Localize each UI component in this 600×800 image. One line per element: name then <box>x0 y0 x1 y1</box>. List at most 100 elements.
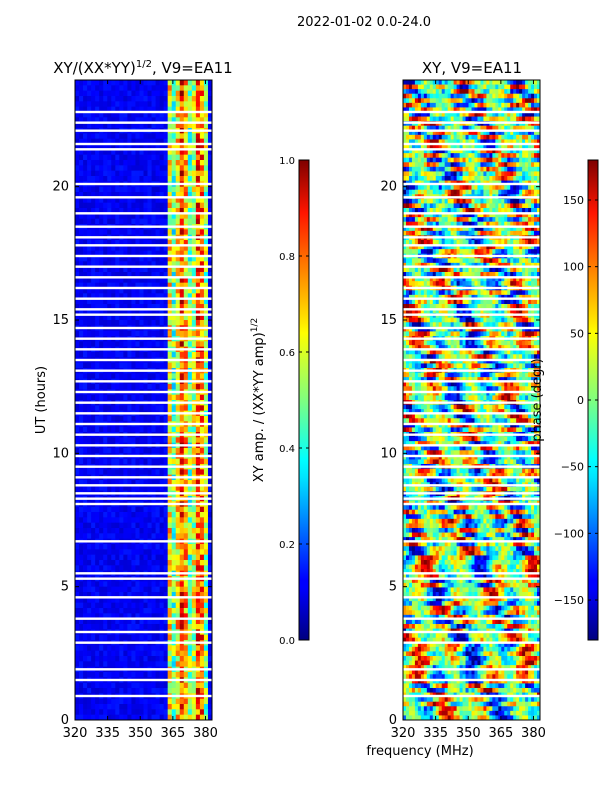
phase-cell <box>492 134 496 140</box>
amplitude-cell <box>115 485 120 492</box>
amplitude-cell <box>175 522 181 529</box>
amplitude-cell <box>115 149 120 156</box>
amplitude-cell <box>107 256 112 262</box>
amplitude-cell <box>123 298 128 305</box>
amplitude-cell <box>91 384 96 390</box>
amplitude-cell <box>111 592 116 598</box>
phase-cell <box>519 89 523 95</box>
amplitude-cell <box>155 544 161 550</box>
amplitude-cell <box>135 277 140 284</box>
amplitude-cell <box>99 458 104 465</box>
amplitude-cell <box>171 165 177 172</box>
phase-cell <box>417 139 422 145</box>
amplitude-cell <box>131 672 136 678</box>
amplitude-cell <box>191 533 197 540</box>
amplitude-cell <box>91 170 96 177</box>
amplitude-cell <box>179 373 185 380</box>
amplitude-cell <box>83 554 88 561</box>
amplitude-cell <box>199 554 205 561</box>
amplitude-cell <box>83 208 88 214</box>
amplitude-cell <box>75 101 80 108</box>
amplitude-cell <box>199 304 205 310</box>
amplitude-cell <box>171 565 177 572</box>
amplitude-cell <box>199 85 205 92</box>
phase-cell <box>474 102 478 108</box>
amplitude-cell <box>111 384 116 390</box>
amplitude-cell <box>199 250 205 257</box>
phase-cell <box>450 153 455 159</box>
phase-cell <box>450 98 455 104</box>
amplitude-cell <box>159 426 165 433</box>
phase-cell <box>414 107 419 113</box>
amplitude-cell <box>111 282 116 289</box>
amplitude-cell <box>195 293 201 300</box>
phase-cell <box>483 102 487 108</box>
phase-cell <box>534 139 538 145</box>
amplitude-cell <box>75 245 80 252</box>
phase-cell <box>486 102 490 108</box>
amplitude-cell <box>195 517 201 524</box>
amplitude-cell <box>199 485 205 492</box>
phase-cell <box>429 112 434 117</box>
phase-cell <box>516 130 520 136</box>
amplitude-cell <box>167 112 173 118</box>
phase-cell <box>411 130 416 136</box>
amplitude-cell <box>199 170 205 177</box>
amplitude-cell <box>171 704 177 710</box>
phase-cell <box>432 153 437 159</box>
amplitude-cell <box>131 133 136 140</box>
amplitude-cell <box>207 560 212 566</box>
amplitude-cell <box>151 624 156 630</box>
amplitude-cell <box>175 485 181 492</box>
amplitude-cell <box>167 229 173 236</box>
amplitude-cell <box>95 592 100 598</box>
amplitude-cell <box>83 613 88 620</box>
amplitude-cell <box>179 688 185 694</box>
amplitude-cell <box>103 256 108 262</box>
phase-cell <box>465 84 469 90</box>
flagged-gap <box>75 276 212 279</box>
phase-cell <box>531 130 535 136</box>
phase-cell <box>447 144 452 149</box>
amplitude-cell <box>171 586 177 593</box>
phase-cell <box>537 84 540 90</box>
phase-cell <box>411 93 416 99</box>
phase-cell <box>492 153 496 159</box>
amplitude-cell <box>199 613 205 620</box>
amplitude-cell <box>175 656 181 662</box>
amplitude-cell <box>127 112 132 118</box>
phase-cell <box>468 153 472 159</box>
amplitude-cell <box>163 341 169 348</box>
amplitude-cell <box>111 256 116 262</box>
phase-cell <box>513 112 517 117</box>
amplitude-cell <box>115 650 120 657</box>
amplitude-cell <box>171 634 177 641</box>
phase-cell <box>414 102 419 108</box>
flagged-gap <box>75 641 212 644</box>
amplitude-cell <box>191 592 197 598</box>
amplitude-cell <box>135 384 140 390</box>
amplitude-cell <box>103 634 108 641</box>
amplitude-cell <box>207 709 212 716</box>
amplitude-cell <box>147 554 152 561</box>
phase-cell <box>486 134 490 140</box>
amplitude-cell <box>75 90 80 97</box>
amplitude-cell <box>91 437 96 444</box>
amplitude-cell <box>147 144 152 150</box>
phase-cell <box>408 116 413 122</box>
amplitude-cell <box>179 549 185 556</box>
amplitude-cell <box>83 341 88 348</box>
phase-cell <box>504 144 508 149</box>
amplitude-cell <box>111 165 116 172</box>
amplitude-cell <box>147 714 152 720</box>
amplitude-cell <box>159 613 165 620</box>
amplitude-cell <box>159 672 165 678</box>
amplitude-cell <box>87 112 92 118</box>
amplitude-cell <box>95 581 100 588</box>
amplitude-cell <box>199 176 205 182</box>
amplitude-cell <box>155 426 161 433</box>
amplitude-cell <box>151 586 156 593</box>
amplitude-cell <box>119 602 124 609</box>
amplitude-cell <box>135 298 140 305</box>
amplitude-cell <box>187 314 193 321</box>
